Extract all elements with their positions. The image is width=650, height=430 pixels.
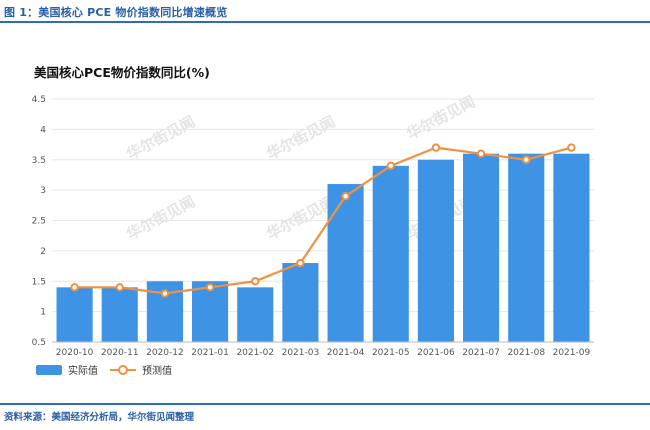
x-tick-label: 2021-04 <box>327 348 365 358</box>
y-tick-label: 3.5 <box>32 156 46 166</box>
watermark-text: 华尔街见闻 <box>263 192 338 243</box>
legend-bar-swatch <box>36 364 62 375</box>
source-note: 资料来源：美国经济分析局，华尔街见闻整理 <box>4 412 195 423</box>
x-tick-label: 2020-12 <box>146 348 184 358</box>
x-axis: 2020-10 2020-11 2020-12 2021-01 2021-02 2021-… <box>52 341 594 358</box>
bar <box>417 159 454 342</box>
legend: 实际值 预测值 <box>36 362 184 377</box>
x-tick-label: 2021-08 <box>507 348 545 358</box>
forecast-point <box>205 283 215 292</box>
legend-item-actual[interactable]: 实际值 <box>36 362 98 377</box>
legend-label-forecast: 预测值 <box>142 366 172 377</box>
bar <box>282 263 319 342</box>
forecast-point <box>251 277 260 286</box>
bar-series <box>56 153 590 342</box>
forecast-point <box>522 155 531 164</box>
y-tick-label: 2.5 <box>32 217 46 227</box>
forecast-point <box>386 161 395 171</box>
forecast-point <box>431 143 441 152</box>
bar <box>463 153 500 342</box>
y-tick-label: 1 <box>40 308 46 318</box>
bar <box>327 184 364 342</box>
legend-line-swatch <box>110 364 136 375</box>
y-tick-label: 3 <box>40 186 46 196</box>
legend-item-forecast[interactable]: 预测值 <box>110 362 172 377</box>
legend-label-actual: 实际值 <box>68 366 98 377</box>
watermark-text: 华尔街见闻 <box>123 192 198 243</box>
x-tick-label: 2021-06 <box>417 348 455 358</box>
y-axis: 0.5 1 1.5 2 2.5 3 3.5 4 4.5 <box>32 95 47 348</box>
bar <box>553 153 590 342</box>
y-tick-label: 0.5 <box>32 338 46 348</box>
forecast-point <box>567 143 576 152</box>
x-tick-label: 2021-05 <box>372 348 410 358</box>
forecast-point <box>476 149 486 158</box>
x-tick-label: 2020-10 <box>56 348 94 358</box>
watermark-text: 华尔街见闻 <box>263 112 338 163</box>
forecast-point <box>70 283 79 292</box>
y-tick-label: 1.5 <box>32 277 46 287</box>
chart-title: 美国核心PCE物价指数同比(%) <box>34 65 210 80</box>
forecast-point <box>160 289 170 298</box>
x-tick-label: 2021-09 <box>553 348 591 358</box>
x-tick-label: 2021-01 <box>191 348 229 358</box>
bottom-rule <box>0 403 650 405</box>
watermark-text: 华尔街见闻 <box>403 92 478 143</box>
bar <box>56 287 93 342</box>
forecast-point <box>341 192 350 201</box>
bar <box>372 165 409 342</box>
forecast-line <box>74 146 572 295</box>
x-tick-label: 2021-03 <box>282 348 320 358</box>
y-tick-label: 4.5 <box>32 95 46 105</box>
x-tick-label: 2021-07 <box>462 348 500 358</box>
y-tick-label: 4 <box>40 125 46 135</box>
forecast-point <box>296 258 305 268</box>
x-tick-label: 2020-11 <box>101 348 139 358</box>
bar <box>101 287 138 342</box>
forecast-point <box>115 283 124 292</box>
y-tick-label: 2 <box>40 247 46 257</box>
x-tick-label: 2021-02 <box>236 348 274 358</box>
line-series <box>70 143 576 298</box>
bar <box>508 153 545 342</box>
figure-title: 图 1：美国核心 PCE 物价指数同比增速概览 <box>4 6 228 19</box>
watermark-text: 华尔街见闻 <box>123 112 198 163</box>
bar <box>237 287 274 342</box>
top-rule <box>0 21 650 23</box>
